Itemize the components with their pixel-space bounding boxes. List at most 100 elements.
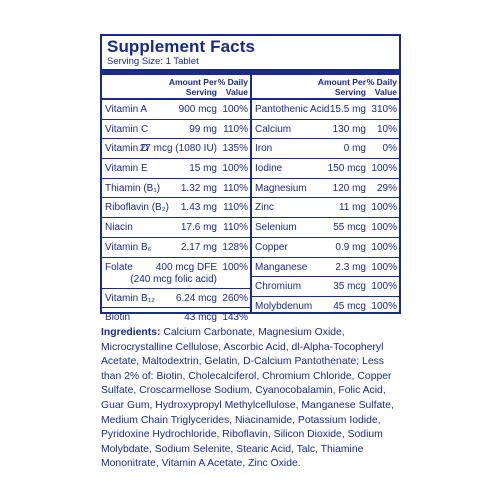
nutrient-daily-value: 100% [222,261,248,273]
nutrient-row: Folate 400 mcg DFE (240 mcg folic acid) 100… [102,258,250,289]
nutrient-name: Magnesium [255,182,307,194]
nutrient-row: Magnesium 120 mg 29% [252,179,399,199]
nutrient-row: Pantothenic Acid 15.5 mg 310% [252,100,399,120]
nutrient-name: Zinc [255,202,274,214]
nutrient-amount: 1.43 mg [180,202,217,214]
nutrient-amount: 15.5 mg [329,104,366,115]
nutrient-row: Riboflavin (B₂) 1.43 mg 110% [102,198,250,219]
nutrient-name: Calcium [255,123,292,135]
nutrient-daily-value: 100% [371,163,397,175]
nutrient-daily-value: 110% [223,182,248,194]
nutrient-name: Chromium [255,281,302,293]
nutrient-row: Biotin 43 mcg 143% [102,308,250,328]
nutrient-name: Iron [255,143,273,155]
nutrient-name: Niacin [105,222,133,234]
nutrient-row: Selenium 55 mcg 100% [252,218,399,238]
nutrient-daily-value: 100% [371,261,397,273]
nutrient-row: Chromium 35 mcg 100% [252,277,399,297]
nutrient-amount: 2.17 mg [180,241,217,253]
nutrient-daily-value: 128% [222,241,248,253]
nutrient-daily-value: 100% [371,281,397,293]
nutrient-amount: 400 mcg DFE [155,261,217,273]
nutrient-daily-value: 100% [371,222,397,234]
nutrient-row: Vitamin B₁₂ 6.24 mcg 260% [102,289,250,309]
nutrient-amount: 43 mcg [184,312,217,324]
nutrient-amount: 99 mg [189,123,217,135]
nutrient-row: Vitamin A 900 mcg 100% [102,100,250,120]
thick-divider [102,69,399,75]
nutrient-amount: 17.6 mg [180,222,217,234]
ingredients-label: Ingredients: [101,327,161,338]
ingredients-text: Calcium Carbonate, Magnesium Oxide, Micr… [101,327,394,470]
nutrient-name: Selenium [255,222,297,234]
nutrient-name: Thiamin (B₁) [105,182,161,194]
nutrient-name: Vitamin B₆ [105,241,152,253]
nutrient-name: Iodine [255,163,283,175]
nutrient-daily-value: 110% [223,222,248,234]
nutrient-amount: 130 mg [332,123,366,135]
nutrient-row: Zinc 11 mg 100% [252,198,399,219]
right-column-header: Amount Per Serving % Daily Value [252,75,399,100]
left-column: Amount Per Serving % Daily Value Vitamin… [102,75,250,328]
nutrient-amount-note: (240 mcg folic acid) [130,273,217,285]
left-column-header: Amount Per Serving % Daily Value [102,75,250,100]
nutrient-daily-value: 100% [371,241,397,253]
nutrient-amount: 45 mcg [333,300,366,312]
nutrient-daily-value: 110% [223,202,248,214]
nutrient-amount: 900 mcg [178,104,217,115]
amount-header: Amount Per Serving [317,77,366,97]
amount-header: Amount Per Serving [168,77,217,97]
nutrient-amount: 27 mcg (1080 IU) [139,143,217,155]
column-divider [250,75,252,312]
nutrient-amount: 2.3 mg [335,261,366,273]
nutrient-amount: 15 mg [189,163,217,175]
nutrient-daily-value: 100% [371,202,397,214]
right-column: Amount Per Serving % Daily Value Pantoth… [252,75,399,317]
daily-value-header: % Daily Value [366,77,397,97]
supplement-facts-panel: Supplement Facts Serving Size: 1 Tablet … [100,34,401,323]
nutrient-daily-value: 100% [371,300,397,312]
nutrient-row: Vitamin E 15 mg 100% [102,159,250,179]
nutrient-daily-value: 110% [223,123,248,135]
nutrient-name: Riboflavin (B₂) [105,202,169,214]
nutrient-row: Vitamin D 27 mcg (1080 IU) 135% [102,139,250,160]
nutrient-daily-value: 0% [382,143,397,155]
panel-title: Supplement Facts [107,37,256,56]
nutrient-daily-value: 10% [376,123,397,135]
nutrient-amount: 11 mg [338,202,366,214]
nutrient-row: Vitamin C 99 mg 110% [102,120,250,140]
nutrient-row: Iron 0 mg 0% [252,139,399,160]
nutrient-name: Vitamin B₁₂ [105,292,155,304]
nutrient-daily-value: 100% [222,163,248,175]
nutrient-row: Molybdenum 45 mcg 100% [252,297,399,317]
nutrient-daily-value: 143% [222,312,248,324]
nutrient-name: Vitamin A [105,104,148,115]
nutrient-amount: 120 mg [332,182,366,194]
nutrient-name: Copper [255,241,288,253]
nutrient-name: Manganese [255,261,308,273]
nutrient-amount: 55 mcg [333,222,366,234]
nutrient-row: Iodine 150 mcg 100% [252,159,399,179]
nutrient-amount: 1.32 mg [180,182,217,194]
nutrient-row: Vitamin B₆ 2.17 mg 128% [102,238,250,258]
nutrient-name: Biotin [105,312,131,324]
nutrient-row: Calcium 130 mg 10% [252,120,399,140]
daily-value-header: % Daily Value [217,77,248,97]
nutrient-name: Folate [105,261,133,273]
serving-size: Serving Size: 1 Tablet [107,56,199,67]
nutrient-name: Pantothenic Acid [255,104,330,115]
nutrient-row: Thiamin (B₁) 1.32 mg 110% [102,179,250,199]
nutrient-amount: 0 mg [343,143,366,155]
nutrient-daily-value: 310% [371,104,397,115]
nutrient-name: Vitamin C [105,123,149,135]
nutrient-name: Molybdenum [255,300,313,312]
nutrient-daily-value: 135% [222,143,248,155]
nutrient-amount: 6.24 mcg [175,292,217,304]
nutrient-amount: 150 mcg [327,163,366,175]
nutrient-row: Niacin 17.6 mg 110% [102,218,250,238]
nutrient-name: Vitamin E [105,163,148,175]
nutrient-amount: 35 mcg [333,281,366,293]
nutrient-row: Manganese 2.3 mg 100% [252,258,399,278]
ingredients-list: Ingredients: Calcium Carbonate, Magnesiu… [101,326,401,472]
nutrient-amount: 0.9 mg [335,241,366,253]
